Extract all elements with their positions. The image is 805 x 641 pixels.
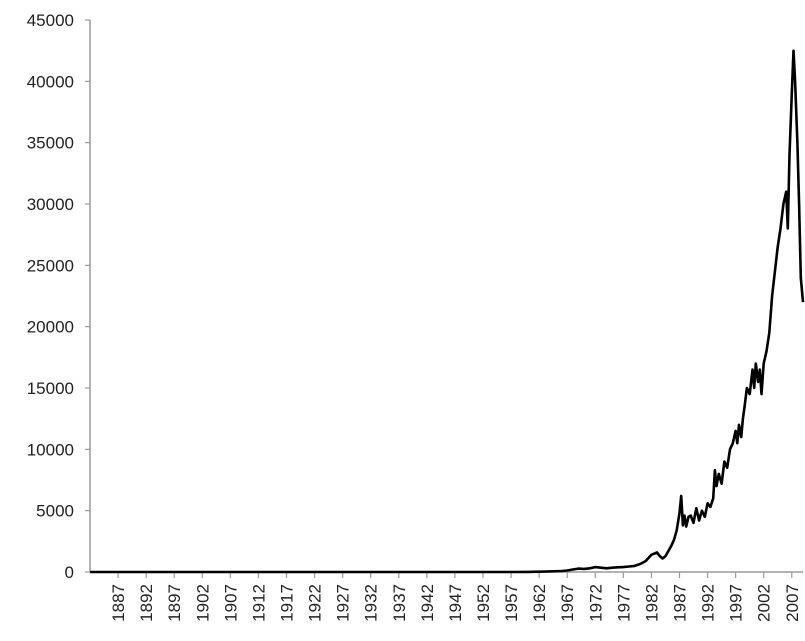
- y-tick-label: 30000: [27, 195, 74, 214]
- y-tick-label: 10000: [27, 440, 74, 459]
- x-tick-label: 1937: [390, 584, 409, 622]
- x-tick-label: 1987: [670, 584, 689, 622]
- x-tick-label: 1992: [699, 584, 718, 622]
- x-tick-label: 2002: [755, 584, 774, 622]
- y-tick-label: 25000: [27, 256, 74, 275]
- x-tick-label: 1997: [727, 584, 746, 622]
- x-tick-label: 1952: [474, 584, 493, 622]
- x-tick-label: 1927: [334, 584, 353, 622]
- x-tick-label: 1902: [193, 584, 212, 622]
- x-tick-label: 1892: [137, 584, 156, 622]
- x-tick-label: 1912: [249, 584, 268, 622]
- x-tick-label: 1897: [165, 584, 184, 622]
- y-tick-label: 0: [65, 563, 74, 582]
- x-tick-label: 1907: [221, 584, 240, 622]
- series-line: [90, 49, 805, 574]
- x-tick-label: 1972: [586, 584, 605, 622]
- x-tick-label: 1922: [306, 584, 325, 622]
- x-tick-label: 1942: [418, 584, 437, 622]
- x-tick-label: 2007: [783, 584, 802, 622]
- series-layer: [90, 49, 805, 574]
- x-tick-label: 1917: [277, 584, 296, 622]
- x-tick-label: 1887: [109, 584, 128, 622]
- y-tick-label: 45000: [27, 11, 74, 30]
- x-tick-label: 1957: [502, 584, 521, 622]
- x-tick-label: 1947: [446, 584, 465, 622]
- y-tick-label: 40000: [27, 72, 74, 91]
- y-tick-label: 20000: [27, 318, 74, 337]
- y-axis: 0 5000 10000 15000 20000 25000 30000 35000 40000…: [27, 11, 91, 582]
- x-axis: 1887 1892 1897 1902 1907 1912 1917 1922 1927 1932…: [90, 571, 803, 622]
- x-tick-label: 1967: [558, 584, 577, 622]
- x-tick-label: 1962: [530, 584, 549, 622]
- x-tick-label: 1982: [642, 584, 661, 622]
- y-tick-label: 35000: [27, 134, 74, 153]
- x-tick-label: 1977: [614, 584, 633, 622]
- x-tick-label: 1932: [362, 584, 381, 622]
- y-tick-label: 15000: [27, 379, 74, 398]
- y-tick-label: 5000: [36, 502, 74, 521]
